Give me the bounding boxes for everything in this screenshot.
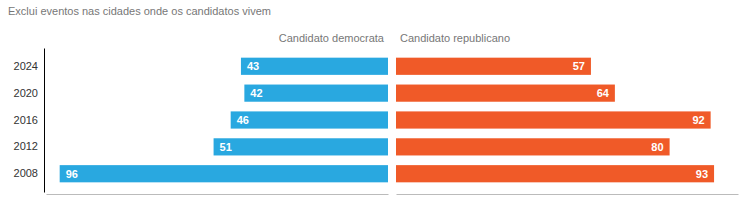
series-header: Candidato democrata [279, 32, 385, 44]
bar [396, 138, 670, 155]
data-label: 96 [66, 168, 78, 180]
data-label: 43 [247, 60, 259, 72]
data-label: 64 [597, 87, 610, 99]
chart: Exclui eventos nas cidades onde os candi… [0, 0, 750, 208]
data-labels: 43 42 46 51 96 57 64 92 80 93 [66, 60, 708, 179]
bar [396, 58, 591, 75]
data-label: 92 [692, 114, 704, 126]
x-axis [397, 194, 739, 195]
data-label: 46 [237, 114, 249, 126]
bar [214, 138, 388, 155]
bar [231, 111, 388, 128]
y-tick: 2016 [14, 114, 38, 126]
bar [396, 85, 615, 102]
data-label: 80 [651, 141, 663, 153]
y-tick: 2012 [14, 140, 38, 152]
x-axis-line [397, 194, 739, 195]
y-tick-label: 2016 [14, 114, 38, 126]
bar [241, 58, 388, 75]
x-axis-line [47, 194, 389, 195]
y-tick-label: 2024 [14, 60, 38, 72]
bar [396, 165, 714, 182]
y-tick: 2024 [14, 60, 38, 72]
bar [60, 165, 388, 182]
y-tick-label: 2012 [14, 140, 38, 152]
bars [60, 58, 714, 183]
series-header: Candidato republicano [400, 32, 510, 44]
y-tick: 2020 [14, 87, 38, 99]
data-label: 51 [220, 141, 232, 153]
y-axis: 2024 2020 2016 2012 2008 [14, 49, 45, 193]
bar [396, 111, 711, 128]
y-tick: 2008 [14, 167, 38, 179]
subtitle: Exclui eventos nas cidades onde os candi… [8, 5, 271, 17]
x-axis [47, 194, 389, 195]
data-label: 57 [573, 60, 585, 72]
data-label: 93 [696, 168, 708, 180]
y-tick-label: 2008 [14, 167, 38, 179]
bar [244, 85, 388, 102]
y-tick-label: 2020 [14, 87, 38, 99]
data-label: 42 [250, 87, 262, 99]
y-axis-line [44, 49, 45, 193]
